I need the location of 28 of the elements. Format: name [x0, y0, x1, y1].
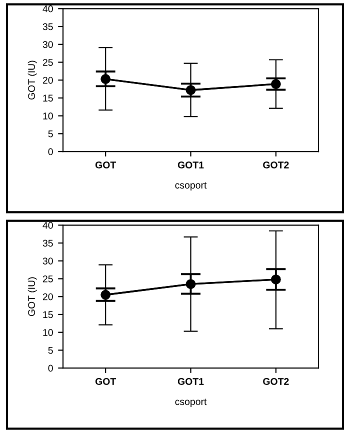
- y-tick-label: 35: [42, 23, 53, 30]
- y-tick-label: 40: [42, 5, 53, 12]
- y-tick-label: 40: [42, 222, 53, 229]
- x-tick-label: GOT2: [263, 378, 289, 385]
- y-tick-label: 35: [42, 240, 53, 247]
- y-tick-label: 30: [42, 41, 53, 48]
- y-tick-label: 30: [42, 258, 53, 264]
- x-tick-label: GOT1: [178, 378, 204, 385]
- x-tick-label: GOT1: [178, 162, 204, 168]
- y-tick-label: 10: [43, 112, 53, 120]
- x-tick-label: GOT: [95, 378, 116, 385]
- y-tick-label: 5: [48, 347, 53, 354]
- x-tick-label: GOT2: [263, 162, 289, 168]
- y-tick-label: 20: [42, 76, 53, 84]
- y-axis-title: GOT (IU): [28, 277, 37, 316]
- x-axis-title: csoport: [175, 182, 207, 191]
- y-axis-title: GOT (IU): [28, 60, 37, 100]
- y-tick-label: 10: [43, 329, 53, 336]
- y-tick-label: 0: [48, 148, 53, 156]
- x-tick-label: GOT: [95, 162, 116, 168]
- y-tick-label: 5: [48, 130, 53, 138]
- y-tick-label: 0: [48, 364, 53, 372]
- y-tick-label: 15: [43, 94, 53, 102]
- y-tick-label: 25: [42, 275, 53, 282]
- y-tick-label: 25: [42, 58, 53, 66]
- y-tick-label: 15: [43, 311, 53, 318]
- y-tick-label: 20: [42, 293, 53, 300]
- x-axis-title: csoport: [175, 398, 207, 408]
